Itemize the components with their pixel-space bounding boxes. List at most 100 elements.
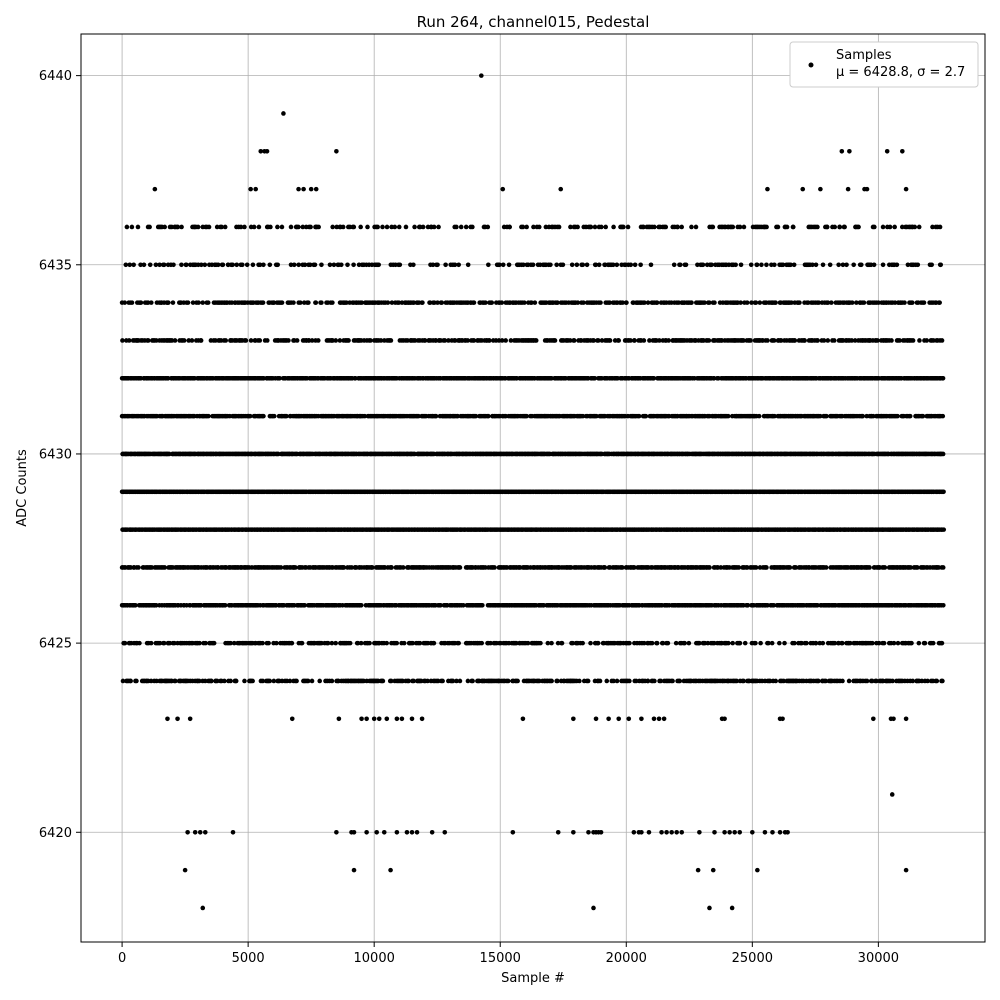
data-point (925, 678, 930, 684)
data-point (153, 602, 159, 608)
data-point (792, 640, 797, 646)
data-point (677, 678, 683, 684)
data-point (538, 640, 543, 646)
data-point (438, 602, 443, 608)
data-point (839, 640, 845, 646)
data-point (940, 678, 945, 684)
data-point (157, 640, 163, 646)
data-point (707, 565, 712, 570)
data-point (649, 640, 655, 646)
data-point (756, 413, 762, 419)
data-point (847, 640, 853, 646)
data-point (645, 678, 651, 684)
data-point (940, 565, 946, 570)
data-point (465, 678, 471, 684)
data-point (154, 678, 159, 684)
data-point (744, 565, 750, 570)
data-point (367, 640, 372, 646)
data-point (274, 640, 279, 646)
data-point (456, 640, 461, 646)
data-point (266, 640, 271, 646)
data-point (128, 678, 133, 684)
data-point (250, 678, 255, 684)
data-point (271, 413, 277, 419)
data-point (588, 640, 593, 646)
data-point (435, 678, 441, 684)
data-point (450, 678, 456, 684)
data-point (555, 640, 561, 646)
data-point (394, 640, 400, 646)
data-point (267, 678, 273, 684)
data-point (505, 678, 511, 684)
data-point (658, 678, 664, 684)
data-point (577, 678, 582, 684)
data-point (457, 565, 463, 570)
data-point (611, 678, 616, 684)
data-point (317, 678, 322, 684)
data-point (260, 640, 265, 646)
data-point (846, 678, 852, 684)
data-point (137, 640, 142, 646)
data-point (492, 565, 497, 570)
data-point (867, 565, 872, 570)
data-point (665, 640, 671, 646)
data-point (782, 640, 787, 646)
data-point (627, 678, 632, 684)
data-point (705, 640, 711, 646)
data-point (549, 640, 554, 646)
data-point (173, 678, 178, 684)
data-point (799, 640, 804, 646)
data-point (881, 640, 887, 646)
data-point (167, 640, 173, 646)
data-point (627, 640, 632, 646)
data-point (604, 678, 610, 684)
data-point (136, 565, 141, 570)
data-point (400, 565, 406, 570)
data-point (355, 640, 361, 646)
data-point (559, 640, 565, 646)
data-point (228, 640, 233, 646)
data-point (860, 413, 866, 419)
data-point (333, 640, 338, 646)
data-point (214, 678, 220, 684)
data-point (162, 565, 168, 570)
data-point (930, 640, 936, 646)
data-point (891, 640, 897, 646)
data-point (197, 640, 202, 646)
data-point (202, 678, 208, 684)
data-point (910, 678, 916, 684)
data-point (580, 640, 585, 646)
data-point (633, 678, 639, 684)
data-point (643, 413, 649, 419)
data-point (813, 640, 819, 646)
data-point (673, 640, 679, 646)
data-point (777, 640, 782, 646)
data-point (654, 640, 660, 646)
data-point (895, 640, 901, 646)
data-point (480, 602, 485, 608)
data-point (652, 678, 657, 684)
data-point (134, 678, 139, 684)
data-point (433, 413, 439, 419)
data-point (916, 640, 922, 646)
data-point (545, 640, 551, 646)
data-point (793, 565, 799, 570)
data-point (909, 640, 914, 646)
data-point (431, 640, 437, 646)
data-point (287, 678, 293, 684)
data-point (358, 640, 364, 646)
data-point (233, 678, 239, 684)
data-point (231, 640, 237, 646)
data-point (380, 678, 386, 684)
data-point (325, 640, 331, 646)
data-point (341, 565, 347, 570)
data-point (410, 640, 415, 646)
data-point (820, 640, 826, 646)
data-point (358, 602, 364, 608)
data-point (874, 678, 879, 684)
data-point (515, 678, 520, 684)
data-point (347, 640, 353, 646)
data-point (940, 451, 946, 457)
data-point (941, 489, 946, 495)
data-point (293, 565, 298, 570)
